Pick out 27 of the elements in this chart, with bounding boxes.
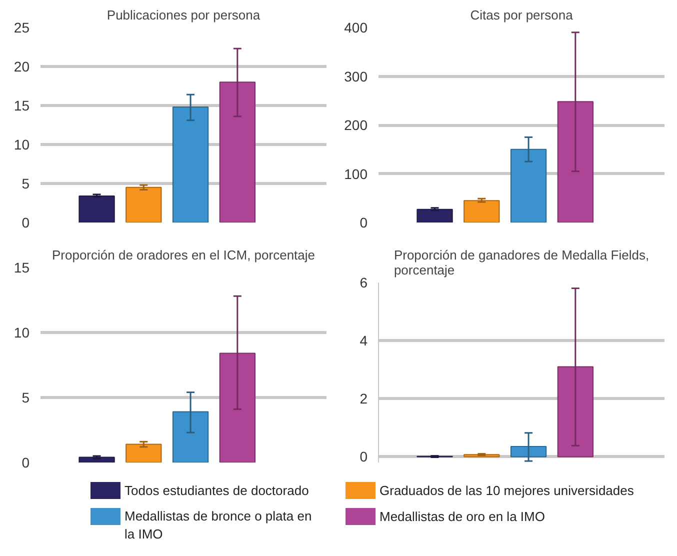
legend-label: Medallistas de bronce o plata en la IMO — [124, 508, 312, 542]
y-tick-label: 25 — [14, 20, 30, 36]
legend-label: Medallistas de oro en la IMO — [380, 509, 545, 524]
legend-label: Graduados de las 10 mejores universidades — [380, 483, 634, 498]
y-tick-label: 100 — [344, 166, 368, 182]
y-tick-label: 0 — [22, 454, 30, 470]
chart-title: Proporción de ganadores de Medalla Fields, porcentaje — [394, 248, 650, 278]
y-tick-label: 15 — [14, 260, 30, 276]
y-tick-label: 15 — [14, 98, 30, 114]
y-tick-label: 6 — [360, 274, 368, 290]
y-tick-label: 5 — [22, 176, 30, 192]
y-tick-label: 0 — [360, 214, 368, 230]
y-tick-label: 2 — [360, 390, 368, 407]
y-tick-label: 5 — [22, 390, 30, 406]
chart-title: Proporción de oradores en el ICM, porcentaje — [52, 248, 316, 262]
y-tick-label: 10 — [14, 324, 30, 340]
chart-title: Citas por persona — [470, 8, 574, 22]
chart-title: Publicaciones por persona — [106, 8, 261, 22]
y-tick-label: 300 — [344, 68, 368, 84]
y-tick-label: 0 — [360, 448, 368, 465]
y-tick-label: 0 — [22, 214, 30, 230]
y-tick-label: 200 — [344, 117, 368, 133]
legend-label: Todos estudiantes de doctorado — [124, 483, 309, 498]
y-tick-label: 400 — [344, 20, 368, 36]
y-tick-label: 20 — [14, 58, 30, 74]
y-tick-label: 4 — [360, 332, 368, 349]
y-tick-label: 10 — [14, 136, 30, 152]
